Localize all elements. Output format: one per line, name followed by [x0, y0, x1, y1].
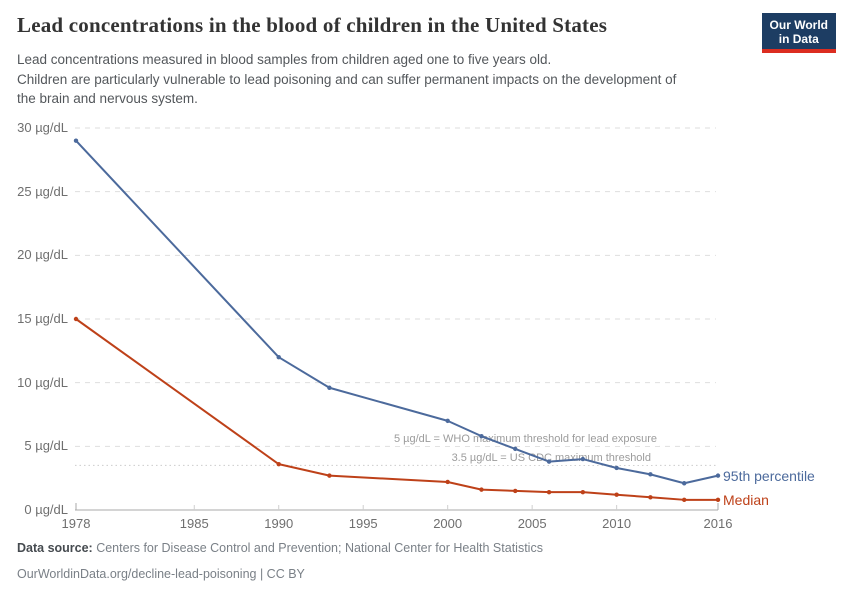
- data-point-median[interactable]: [73, 316, 79, 322]
- y-axis-label: 25 µg/dL: [17, 183, 68, 199]
- y-axis-label: 15 µg/dL: [17, 311, 68, 326]
- data-point-median[interactable]: [614, 492, 619, 497]
- data-point-median[interactable]: [479, 487, 484, 492]
- link-line[interactable]: OurWorldinData.org/decline-lead-poisonin…: [17, 567, 305, 581]
- page-title: Lead concentrations in the blood of chil…: [17, 13, 608, 37]
- data-point-95th-percentile[interactable]: [648, 472, 653, 477]
- subtitle-line: Lead concentrations measured in blood sa…: [17, 52, 552, 67]
- x-axis-label: 1985: [179, 516, 209, 531]
- y-axis-label: 5 µg/dL: [24, 438, 68, 454]
- chart-footer: Data source: Centers for Disease Control…: [17, 540, 543, 583]
- series-label-95th-percentile[interactable]: 95th percentile: [723, 468, 815, 484]
- data-point-median[interactable]: [546, 489, 552, 495]
- x-axis-label: 2016: [703, 516, 733, 531]
- y-axis-label: 10 µg/dL: [17, 374, 68, 390]
- who-threshold-annotation: 5 µg/dL = WHO maximum threshold for lead…: [391, 433, 659, 446]
- data-point-95th-percentile[interactable]: [479, 433, 484, 439]
- data-point-median[interactable]: [682, 497, 687, 503]
- data-point-95th-percentile[interactable]: [513, 446, 518, 452]
- x-axis-label: 1995: [348, 516, 378, 531]
- y-axis-label: 0 µg/dL: [24, 502, 68, 517]
- x-axis-label: 2005: [517, 516, 547, 531]
- subtitle-line: the brain and nervous system.: [17, 91, 198, 106]
- x-axis-label: 1978: [61, 516, 91, 531]
- data-point-95th-percentile[interactable]: [580, 456, 586, 462]
- data-source-label: Data source:: [17, 541, 93, 555]
- data-point-median[interactable]: [648, 495, 653, 500]
- data-point-median[interactable]: [513, 488, 518, 494]
- data-point-95th-percentile[interactable]: [614, 465, 619, 471]
- data-point-median[interactable]: [580, 489, 586, 495]
- owid-logo-line2: in Data: [778, 32, 819, 46]
- data-point-95th-percentile[interactable]: [73, 138, 79, 143]
- data-point-median[interactable]: [327, 473, 332, 478]
- owid-logo-line1: Our World: [769, 18, 828, 32]
- data-source-line: Data source: Centers for Disease Control…: [17, 540, 543, 557]
- chart-subtitle: Lead concentrations measured in blood sa…: [17, 50, 676, 109]
- data-point-95th-percentile[interactable]: [276, 355, 281, 360]
- subtitle-line: Children are particularly vulnerable to …: [17, 71, 677, 87]
- data-point-95th-percentile[interactable]: [682, 481, 687, 486]
- y-axis-label: 20 µg/dL: [17, 247, 68, 263]
- data-point-median[interactable]: [445, 479, 450, 485]
- series-label-median[interactable]: Median: [723, 492, 769, 508]
- x-axis-label: 2010: [602, 516, 632, 531]
- data-point-95th-percentile[interactable]: [327, 385, 332, 390]
- data-point-median[interactable]: [715, 497, 721, 503]
- data-point-95th-percentile[interactable]: [715, 473, 721, 478]
- x-axis-label: 2000: [433, 516, 463, 531]
- series-line-median[interactable]: [75, 318, 719, 501]
- y-axis-label: 30 µg/dL: [17, 120, 68, 135]
- cdc-threshold-annotation: 3.5 µg/dL = US CDC maximum threshold: [449, 452, 653, 465]
- data-point-95th-percentile[interactable]: [445, 418, 450, 424]
- owid-logo[interactable]: Our World in Data: [761, 13, 836, 53]
- data-point-95th-percentile[interactable]: [546, 459, 552, 464]
- x-axis-label: 1990: [264, 516, 294, 531]
- series-line-95th-percentile[interactable]: [75, 139, 719, 485]
- data-source-text: Centers for Disease Control and Preventi…: [92, 541, 543, 555]
- data-point-median[interactable]: [276, 461, 281, 467]
